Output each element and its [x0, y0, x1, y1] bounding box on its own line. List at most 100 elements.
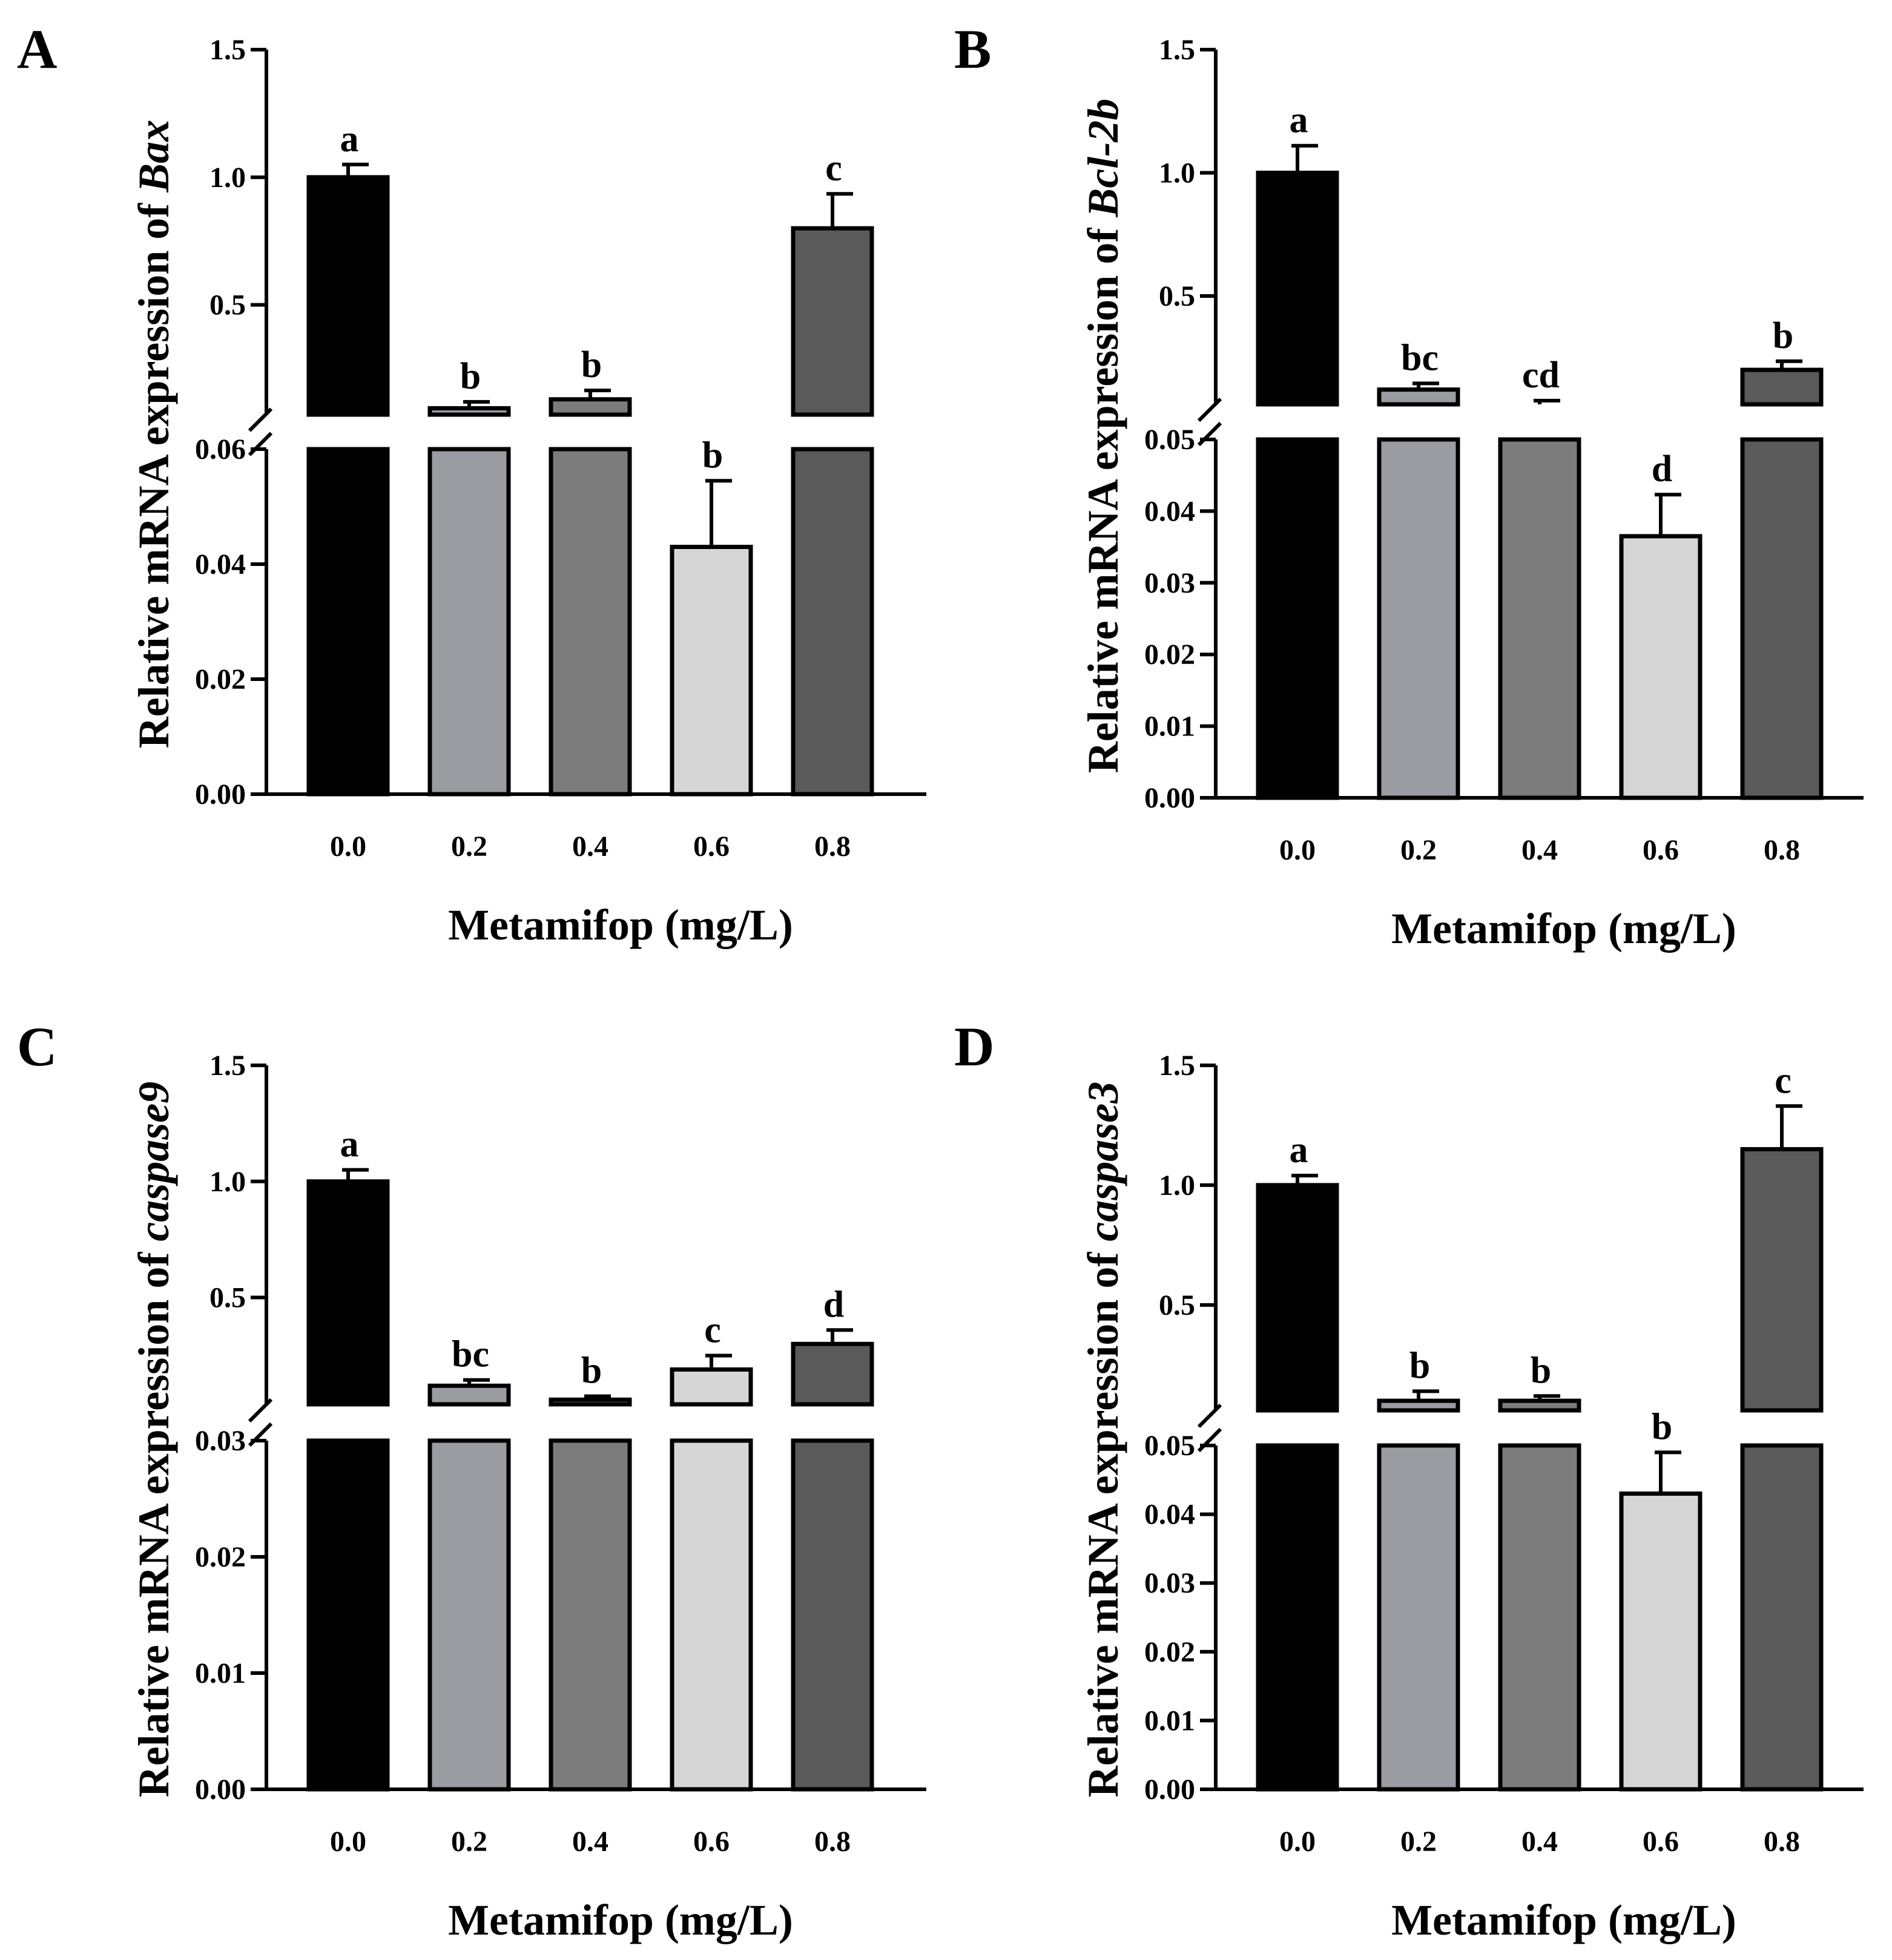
- bar-lower: [1619, 534, 1702, 800]
- bar-lower: [1256, 1443, 1339, 1792]
- y-tick-label: 1.5: [1159, 1050, 1195, 1082]
- panel-letter: C: [17, 1016, 57, 1077]
- significance-label: b: [581, 344, 602, 386]
- y-tick-label: 0.06: [195, 433, 246, 465]
- significance-label: cd: [1522, 355, 1560, 396]
- y-tick-label: 0.5: [209, 1282, 246, 1314]
- bar-lower: [1619, 1491, 1702, 1792]
- bar-lower: [791, 447, 874, 797]
- panel-letter: D: [954, 1016, 994, 1077]
- panel-letter: B: [954, 18, 991, 80]
- x-tick-label: 0.6: [693, 830, 730, 863]
- bar-lower: [1377, 1443, 1460, 1792]
- x-tick-label: 0.2: [451, 830, 487, 863]
- significance-label: b: [1652, 1406, 1672, 1447]
- axis-break-mark: [248, 1422, 273, 1447]
- y-tick-label: 0.04: [1144, 495, 1195, 527]
- x-tick-label: 0.4: [1521, 834, 1558, 866]
- significance-label: b: [1773, 315, 1793, 357]
- y-tick-label: 0.5: [1159, 280, 1195, 312]
- y-axis-title-prefix: Relative mRNA expression of: [1079, 217, 1127, 774]
- significance-label: b: [702, 435, 723, 476]
- bar-upper: [427, 1383, 511, 1407]
- y-axis-title: Relative mRNA expression of Bax: [130, 120, 178, 749]
- bar-upper: [1256, 170, 1339, 407]
- y-tick-label: 0.00: [1144, 782, 1195, 814]
- significance-label: d: [823, 1284, 844, 1325]
- x-tick-label: 0.6: [1643, 1826, 1679, 1858]
- y-axis-title: Relative mRNA expression of Bcl-2b: [1079, 99, 1127, 774]
- bar-lower: [427, 447, 511, 797]
- y-tick-label: 0.03: [1144, 1567, 1195, 1599]
- axis-break-mark: [1197, 1403, 1222, 1429]
- bar-upper: [791, 1341, 874, 1407]
- y-tick-label: 0.02: [195, 1541, 246, 1573]
- x-tick-label: 0.8: [814, 1826, 851, 1858]
- significance-label: b: [581, 1350, 602, 1392]
- bar-upper: [1377, 387, 1460, 407]
- bar-upper: [306, 1179, 390, 1407]
- y-axis-title-prefix: Relative mRNA expression of: [130, 192, 178, 749]
- bar-lower: [306, 1438, 390, 1792]
- x-tick-label: 0.4: [572, 830, 608, 863]
- x-tick-label: 0.8: [1764, 1826, 1800, 1858]
- bar-lower: [1740, 1443, 1824, 1792]
- bar-lower: [791, 1438, 874, 1792]
- significance-label: bc: [1401, 337, 1439, 378]
- y-tick-label: 0.01: [1144, 711, 1195, 743]
- x-tick-label: 0.0: [330, 830, 366, 863]
- bar-upper: [1256, 1183, 1339, 1413]
- bar-lower: [306, 447, 390, 797]
- y-tick-label: 0.5: [209, 289, 246, 321]
- y-axis-title-gene: caspase3: [1079, 1082, 1127, 1241]
- y-axis-title-prefix: Relative mRNA expression of: [130, 1241, 178, 1798]
- y-tick-label: 0.03: [1144, 567, 1195, 599]
- y-tick-label: 0.02: [195, 663, 246, 696]
- y-tick-label: 0.01: [195, 1657, 246, 1689]
- x-tick-label: 0.0: [1279, 1826, 1316, 1858]
- x-tick-label: 0.2: [451, 1826, 487, 1858]
- x-tick-label: 0.8: [814, 830, 851, 863]
- y-axis-title-gene: caspase9: [130, 1082, 178, 1241]
- x-tick-label: 0.0: [1279, 834, 1316, 866]
- bar-upper: [791, 226, 874, 417]
- y-tick-label: 1.0: [209, 1166, 246, 1198]
- bar-upper: [427, 406, 511, 417]
- panel-a: A 0.5 1.0 1.5 0.00 0.02 0.04 0.06 a 0.0 b 0.2 b 0.4 b 0…: [17, 18, 926, 949]
- significance-label: c: [704, 1309, 721, 1350]
- y-tick-label: 0.01: [1144, 1705, 1195, 1737]
- y-tick-label: 1.0: [1159, 1169, 1195, 1202]
- significance-label: c: [825, 148, 842, 189]
- y-tick-label: 1.0: [1159, 157, 1195, 189]
- y-tick-label: 0.5: [1159, 1289, 1195, 1321]
- panel-c: C 0.5 1.0 1.5 0.00 0.01 0.02 0.03 a 0.0 bc 0.2 b 0.4 c…: [17, 1016, 926, 1944]
- y-tick-label: 0.00: [1144, 1774, 1195, 1806]
- bar-upper: [306, 175, 390, 417]
- bar-upper: [549, 397, 632, 417]
- x-tick-label: 0.4: [1521, 1826, 1558, 1858]
- y-tick-label: 0.02: [1144, 639, 1195, 671]
- bar-upper: [670, 1367, 753, 1407]
- significance-label: a: [340, 1124, 359, 1165]
- bar-lower: [1377, 437, 1460, 800]
- y-axis-title: Relative mRNA expression of caspase3: [1079, 1082, 1127, 1798]
- bar-lower: [1498, 1443, 1581, 1792]
- y-axis-title: Relative mRNA expression of caspase9: [130, 1082, 178, 1798]
- y-tick-label: 0.05: [1144, 424, 1195, 456]
- axis-break-mark: [1197, 421, 1222, 447]
- x-axis-title: Metamifop (mg/L): [1391, 904, 1736, 953]
- y-axis-title-gene: Bcl-2b: [1079, 99, 1127, 218]
- significance-label: a: [1290, 100, 1308, 141]
- axis-break-mark: [1197, 1427, 1222, 1453]
- bar-upper: [1740, 1147, 1824, 1413]
- y-tick-label: 1.5: [209, 1050, 246, 1082]
- significance-label: c: [1775, 1060, 1791, 1101]
- y-axis-title-prefix: Relative mRNA expression of: [1079, 1241, 1127, 1798]
- y-tick-label: 1.5: [209, 34, 246, 66]
- y-tick-label: 0.04: [195, 548, 246, 580]
- bar-lower: [549, 447, 632, 797]
- panel-letter: A: [17, 18, 57, 80]
- x-tick-label: 0.0: [330, 1826, 366, 1858]
- bar-lower: [1740, 437, 1824, 800]
- bar-upper: [1498, 1398, 1581, 1413]
